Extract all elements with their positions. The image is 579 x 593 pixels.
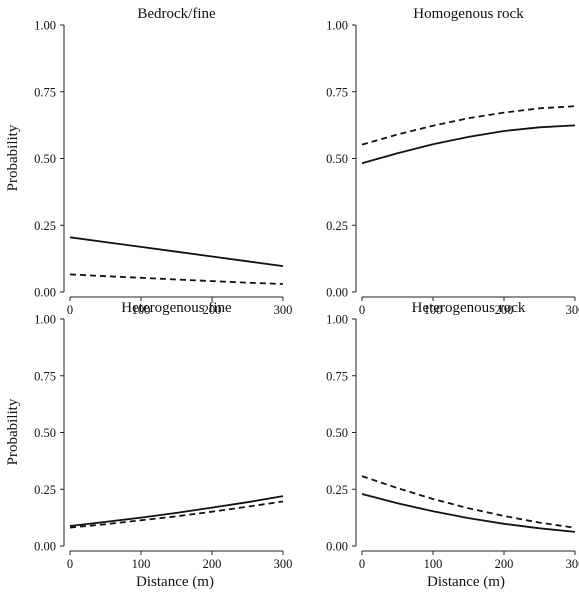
panel-homogenous-rock-y-tick-label: 0.25 bbox=[326, 219, 348, 233]
panel-homogenous-rock-title: Homogenous rock bbox=[413, 6, 524, 22]
panel-bedrock-fine-series-dashed-line bbox=[69, 273, 284, 285]
panel-bedrock-fine-y-tick-label: 1.00 bbox=[34, 19, 56, 33]
panel-heterogenous-rock: Heterogenous rock 0.00 0.25 0.50 0.75 1.00 0 10… bbox=[326, 300, 579, 571]
panel-heterogenous-fine-x-tick-label: 0 bbox=[67, 557, 73, 571]
panel-bedrock-fine-x-tick-label: 300 bbox=[274, 303, 293, 317]
panel-heterogenous-fine-series-dashed-line bbox=[69, 500, 284, 529]
panel-heterogenous-rock-title: Heterogenous rock bbox=[412, 300, 526, 316]
chart-panels: Bedrock/fine 0.00 0.25 0.50 0.75 1.00 0 100 200 3… bbox=[34, 6, 579, 571]
panel-heterogenous-rock-series-dashed-line bbox=[361, 475, 576, 529]
panel-heterogenous-rock-y-tick-label: 0.75 bbox=[326, 369, 348, 383]
panel-homogenous-rock-series-dashed-line bbox=[361, 105, 576, 146]
panel-homogenous-rock-x-tick-label: 100 bbox=[424, 303, 443, 317]
panel-heterogenous-fine-y-tick-label: 1.00 bbox=[34, 313, 56, 327]
panel-bedrock-fine-y-tick-label: 0.00 bbox=[34, 286, 56, 300]
panel-heterogenous-rock-x-tick-label: 100 bbox=[424, 557, 443, 571]
panel-homogenous-rock-x-tick-label: 300 bbox=[566, 303, 579, 317]
panel-heterogenous-fine-y-tick-label: 0.00 bbox=[34, 540, 56, 554]
panel-heterogenous-fine-y-tick-label: 0.25 bbox=[34, 483, 56, 497]
panel-homogenous-rock-x-tick-label: 0 bbox=[359, 303, 365, 317]
panel-bedrock-fine-series-solid-line bbox=[69, 236, 284, 267]
panel-heterogenous-rock-x-tick-label: 200 bbox=[495, 557, 514, 571]
panel-heterogenous-fine-x-tick-label: 100 bbox=[132, 557, 151, 571]
panel-homogenous-rock-y-tick-label: 1.00 bbox=[326, 19, 348, 33]
panel-bedrock-fine-x-tick-label: 200 bbox=[203, 303, 222, 317]
panel-heterogenous-fine-title: Heterogenous fine bbox=[121, 300, 232, 316]
panel-bedrock-fine-y-tick-label: 0.50 bbox=[34, 152, 56, 166]
x-axis-title-right: Distance (m) bbox=[427, 574, 505, 590]
panel-heterogenous-rock-x-tick-label: 0 bbox=[359, 557, 365, 571]
panel-heterogenous-rock-y-tick-label: 0.25 bbox=[326, 483, 348, 497]
panel-heterogenous-rock-y-tick-label: 0.00 bbox=[326, 540, 348, 554]
panel-heterogenous-fine-y-tick-label: 0.75 bbox=[34, 369, 56, 383]
x-axis-title-left: Distance (m) bbox=[136, 574, 214, 590]
y-axis-title-bottom: Probability bbox=[5, 398, 21, 465]
panel-homogenous-rock-y-tick-label: 0.75 bbox=[326, 85, 348, 99]
panel-bedrock-fine: Bedrock/fine 0.00 0.25 0.50 0.75 1.00 0 100 200 3… bbox=[34, 6, 292, 317]
panel-heterogenous-fine: Heterogenous fine 0.00 0.25 0.50 0.75 1.00 0 10… bbox=[34, 300, 292, 571]
panel-heterogenous-fine-series-solid-line bbox=[69, 495, 284, 527]
panel-homogenous-rock: Homogenous rock 0.00 0.25 0.50 0.75 1.00 0 100 2… bbox=[326, 6, 579, 317]
panel-homogenous-rock-x-tick-label: 200 bbox=[495, 303, 514, 317]
panel-bedrock-fine-x-tick-label: 100 bbox=[132, 303, 151, 317]
panel-heterogenous-rock-x-tick-label: 300 bbox=[566, 557, 579, 571]
panel-homogenous-rock-series-solid-line bbox=[361, 124, 576, 165]
panel-bedrock-fine-y-tick-label: 0.75 bbox=[34, 85, 56, 99]
panel-heterogenous-fine-y-tick-label: 0.50 bbox=[34, 426, 56, 440]
panel-bedrock-fine-y-tick-label: 0.25 bbox=[34, 219, 56, 233]
panel-homogenous-rock-y-tick-label: 0.00 bbox=[326, 286, 348, 300]
y-axis-title-top: Probability bbox=[5, 124, 21, 191]
panel-bedrock-fine-x-tick-label: 0 bbox=[67, 303, 73, 317]
panel-bedrock-fine-title: Bedrock/fine bbox=[137, 6, 216, 22]
panel-heterogenous-fine-x-tick-label: 200 bbox=[203, 557, 222, 571]
panel-homogenous-rock-y-tick-label: 0.50 bbox=[326, 152, 348, 166]
panel-heterogenous-rock-y-tick-label: 0.50 bbox=[326, 426, 348, 440]
panel-heterogenous-rock-series-solid-line bbox=[361, 493, 576, 533]
panel-heterogenous-rock-y-tick-label: 1.00 bbox=[326, 313, 348, 327]
panel-heterogenous-fine-x-tick-label: 300 bbox=[274, 557, 293, 571]
